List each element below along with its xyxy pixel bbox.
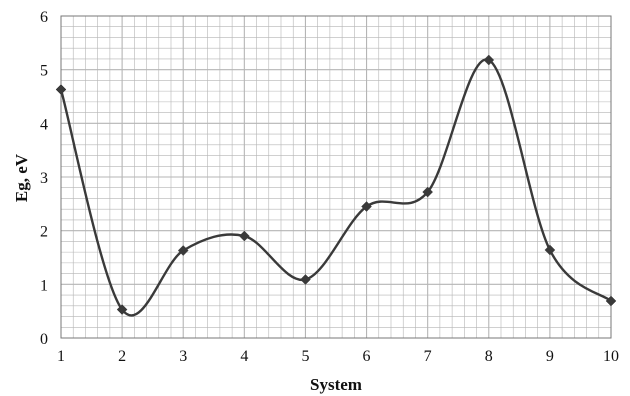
plot-frame — [60, 15, 612, 339]
data-point-marker — [177, 245, 189, 256]
x-tick-label: 9 — [546, 348, 554, 365]
x-tick-label: 1 — [57, 348, 65, 365]
grid — [61, 16, 611, 338]
data-point-marker — [55, 84, 67, 95]
data-point-marker — [238, 230, 250, 242]
data-points — [55, 54, 617, 315]
x-axis-title: System — [310, 375, 362, 394]
x-tick-label: 8 — [485, 348, 493, 365]
data-point-marker — [116, 304, 128, 315]
series-line — [59, 58, 612, 317]
y-tick-labels: 0 1 2 3 4 5 6 — [40, 9, 48, 348]
y-tick-label: 0 — [40, 331, 48, 348]
data-point-marker — [422, 186, 434, 198]
x-tick-label: 7 — [424, 348, 432, 365]
y-tick-label: 3 — [40, 170, 48, 187]
x-tick-label: 4 — [240, 348, 248, 365]
y-tick-label: 1 — [40, 277, 48, 294]
data-point-marker — [361, 201, 372, 212]
x-tick-label: 10 — [603, 348, 619, 365]
x-tick-label: 3 — [179, 348, 187, 365]
y-tick-label: 4 — [40, 116, 48, 133]
data-point-marker — [300, 274, 311, 285]
x-tick-label: 6 — [363, 348, 371, 365]
data-point-marker — [483, 54, 495, 66]
y-tick-label: 2 — [40, 224, 48, 241]
y-tick-label: 5 — [40, 63, 48, 80]
y-axis-title: Eg, eV — [12, 153, 31, 202]
x-tick-label: 2 — [118, 348, 126, 365]
y-tick-label: 6 — [40, 9, 48, 26]
data-point-marker — [605, 295, 617, 307]
data-point-marker — [544, 244, 556, 256]
x-tick-label: 5 — [301, 348, 309, 365]
x-tick-labels: 1 2 3 4 5 6 7 8 9 10 — [57, 348, 619, 365]
